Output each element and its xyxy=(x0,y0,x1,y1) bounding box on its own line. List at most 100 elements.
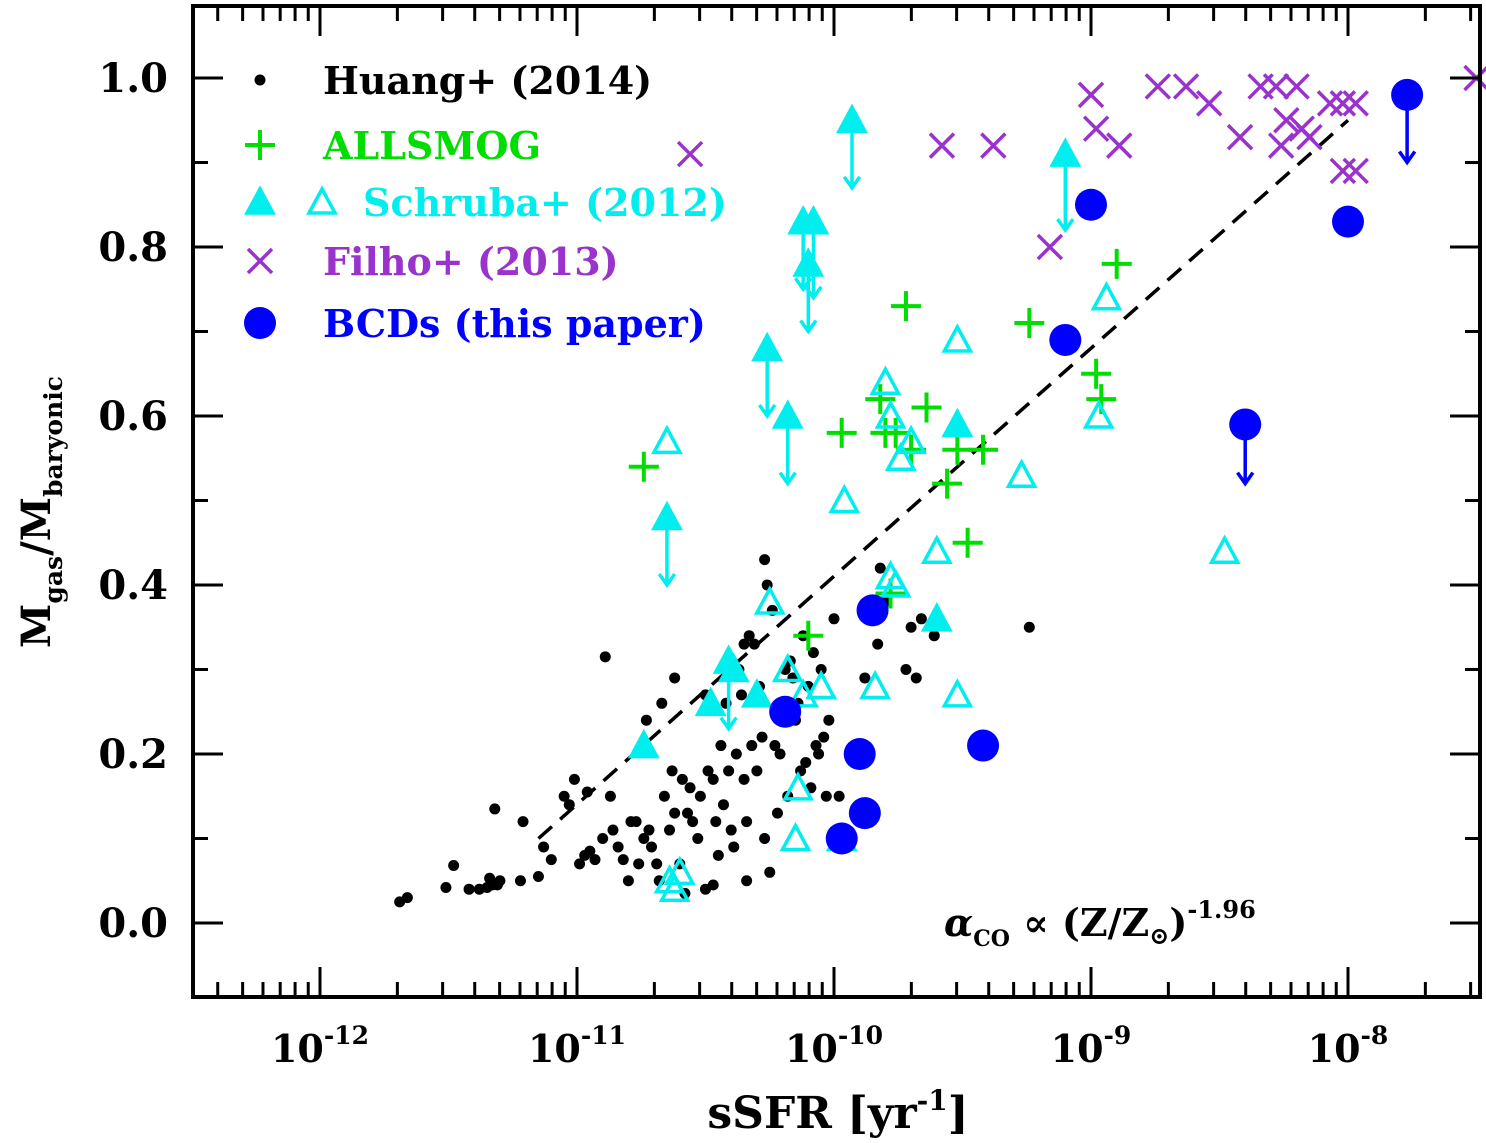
schruba-open-point xyxy=(753,585,786,615)
huang-point xyxy=(915,613,927,625)
bcd-limit-arrow xyxy=(1397,94,1417,166)
schruba-open-point xyxy=(941,323,974,353)
huang-point xyxy=(589,854,601,866)
huang-point xyxy=(617,854,629,866)
bcd-limit-arrow xyxy=(1236,424,1255,487)
y-tick-label: 0.0 xyxy=(98,900,168,947)
huang-point xyxy=(574,858,586,870)
x-tick-label: 10-8 xyxy=(1308,1021,1389,1071)
huang-point xyxy=(813,748,825,760)
huang-point xyxy=(1023,621,1035,633)
filho-point xyxy=(1296,123,1323,151)
fit-line xyxy=(537,118,1350,840)
huang-point xyxy=(815,664,827,675)
legend-marker-plus xyxy=(245,130,275,160)
schruba-open-point xyxy=(941,678,974,708)
huang-point xyxy=(741,875,753,887)
huang-point xyxy=(687,816,699,828)
huang-point xyxy=(676,773,688,785)
schruba-filled-point xyxy=(627,728,660,759)
schruba-open-point xyxy=(1082,399,1115,429)
huang-point xyxy=(735,689,747,701)
huang-point xyxy=(633,858,645,870)
huang-point xyxy=(646,841,658,853)
huang-point xyxy=(494,875,506,887)
allsmog-point xyxy=(952,527,983,558)
y-tick-label: 0.8 xyxy=(98,224,168,271)
legend-marker-filled-triangle xyxy=(244,185,276,215)
huang-point xyxy=(728,841,740,853)
huang-point xyxy=(640,714,652,726)
legend: Huang+ (2014) ALLSMOG Schruba+ (2012) Filho… xyxy=(244,58,727,346)
huang-point xyxy=(807,647,819,659)
huang-point xyxy=(823,714,835,726)
filho-point xyxy=(1262,73,1290,100)
bcd-point xyxy=(843,738,876,770)
allsmog-point xyxy=(1014,308,1045,339)
huang-point xyxy=(738,773,750,785)
huang-point xyxy=(820,790,832,802)
filho-point xyxy=(1316,90,1344,117)
huang-point xyxy=(651,858,663,870)
huang-point xyxy=(759,833,771,844)
schruba-open-point xyxy=(884,441,917,472)
huang-point xyxy=(558,790,570,802)
allsmog-point xyxy=(968,434,999,465)
huang-point xyxy=(759,554,771,566)
huang-point xyxy=(833,790,845,802)
schruba-open-point xyxy=(869,365,902,395)
huang-point xyxy=(638,833,650,844)
legend-label: BCDs (this paper) xyxy=(323,301,706,346)
huang-point xyxy=(656,697,668,709)
huang-point xyxy=(684,782,696,794)
huang-point xyxy=(725,824,737,836)
axes xyxy=(191,4,1482,999)
filho-point xyxy=(928,132,956,159)
schruba-filled-point xyxy=(941,407,974,438)
allsmog-point xyxy=(628,451,659,482)
huang-point xyxy=(741,816,753,828)
huang-point xyxy=(517,816,529,828)
huang-point xyxy=(730,748,742,760)
schruba-open-point xyxy=(1005,458,1038,488)
legend-marker-dot xyxy=(254,74,266,86)
bcd-point xyxy=(1049,323,1082,356)
huang-point xyxy=(514,875,526,887)
huang-point xyxy=(448,860,460,872)
huang-point xyxy=(900,664,912,675)
huang-point xyxy=(756,731,768,743)
huang-point xyxy=(717,799,729,811)
huang-point xyxy=(769,740,781,752)
huang-point xyxy=(664,824,676,836)
huang-point xyxy=(666,765,678,777)
huang-point xyxy=(764,866,776,878)
legend-item: ALLSMOG xyxy=(245,123,541,168)
allsmog-point xyxy=(890,291,921,322)
huang-point xyxy=(682,807,694,819)
bcd-point xyxy=(848,797,881,830)
filho-point xyxy=(1082,115,1110,142)
filho-point xyxy=(1077,81,1105,109)
schruba-open-point xyxy=(895,424,928,455)
huang-point xyxy=(612,841,624,853)
huang-point xyxy=(800,756,812,768)
filho-point xyxy=(1273,107,1300,134)
filho-point xyxy=(1329,90,1357,117)
huang-point xyxy=(440,882,452,894)
filho-point xyxy=(1172,73,1200,100)
tick-labels: 10-12 10-11 10-10 10-9 10-8 0.0 0.2 0.4 0.6 0.8 1.… xyxy=(98,55,1388,1071)
schruba-open-point xyxy=(805,669,838,700)
schruba-filled-point xyxy=(694,686,727,717)
bcd-point xyxy=(1332,205,1364,238)
huang-point xyxy=(401,892,413,904)
legend-item: BCDs (this paper) xyxy=(244,301,706,346)
filho-point xyxy=(676,140,704,168)
huang-point xyxy=(707,879,719,891)
huang-point xyxy=(538,841,550,853)
legend-marker-cross xyxy=(246,247,274,275)
schruba-open-point xyxy=(779,821,812,852)
huang-point xyxy=(532,871,544,883)
bcd-point xyxy=(825,822,858,855)
legend-label: ALLSMOG xyxy=(322,123,541,168)
